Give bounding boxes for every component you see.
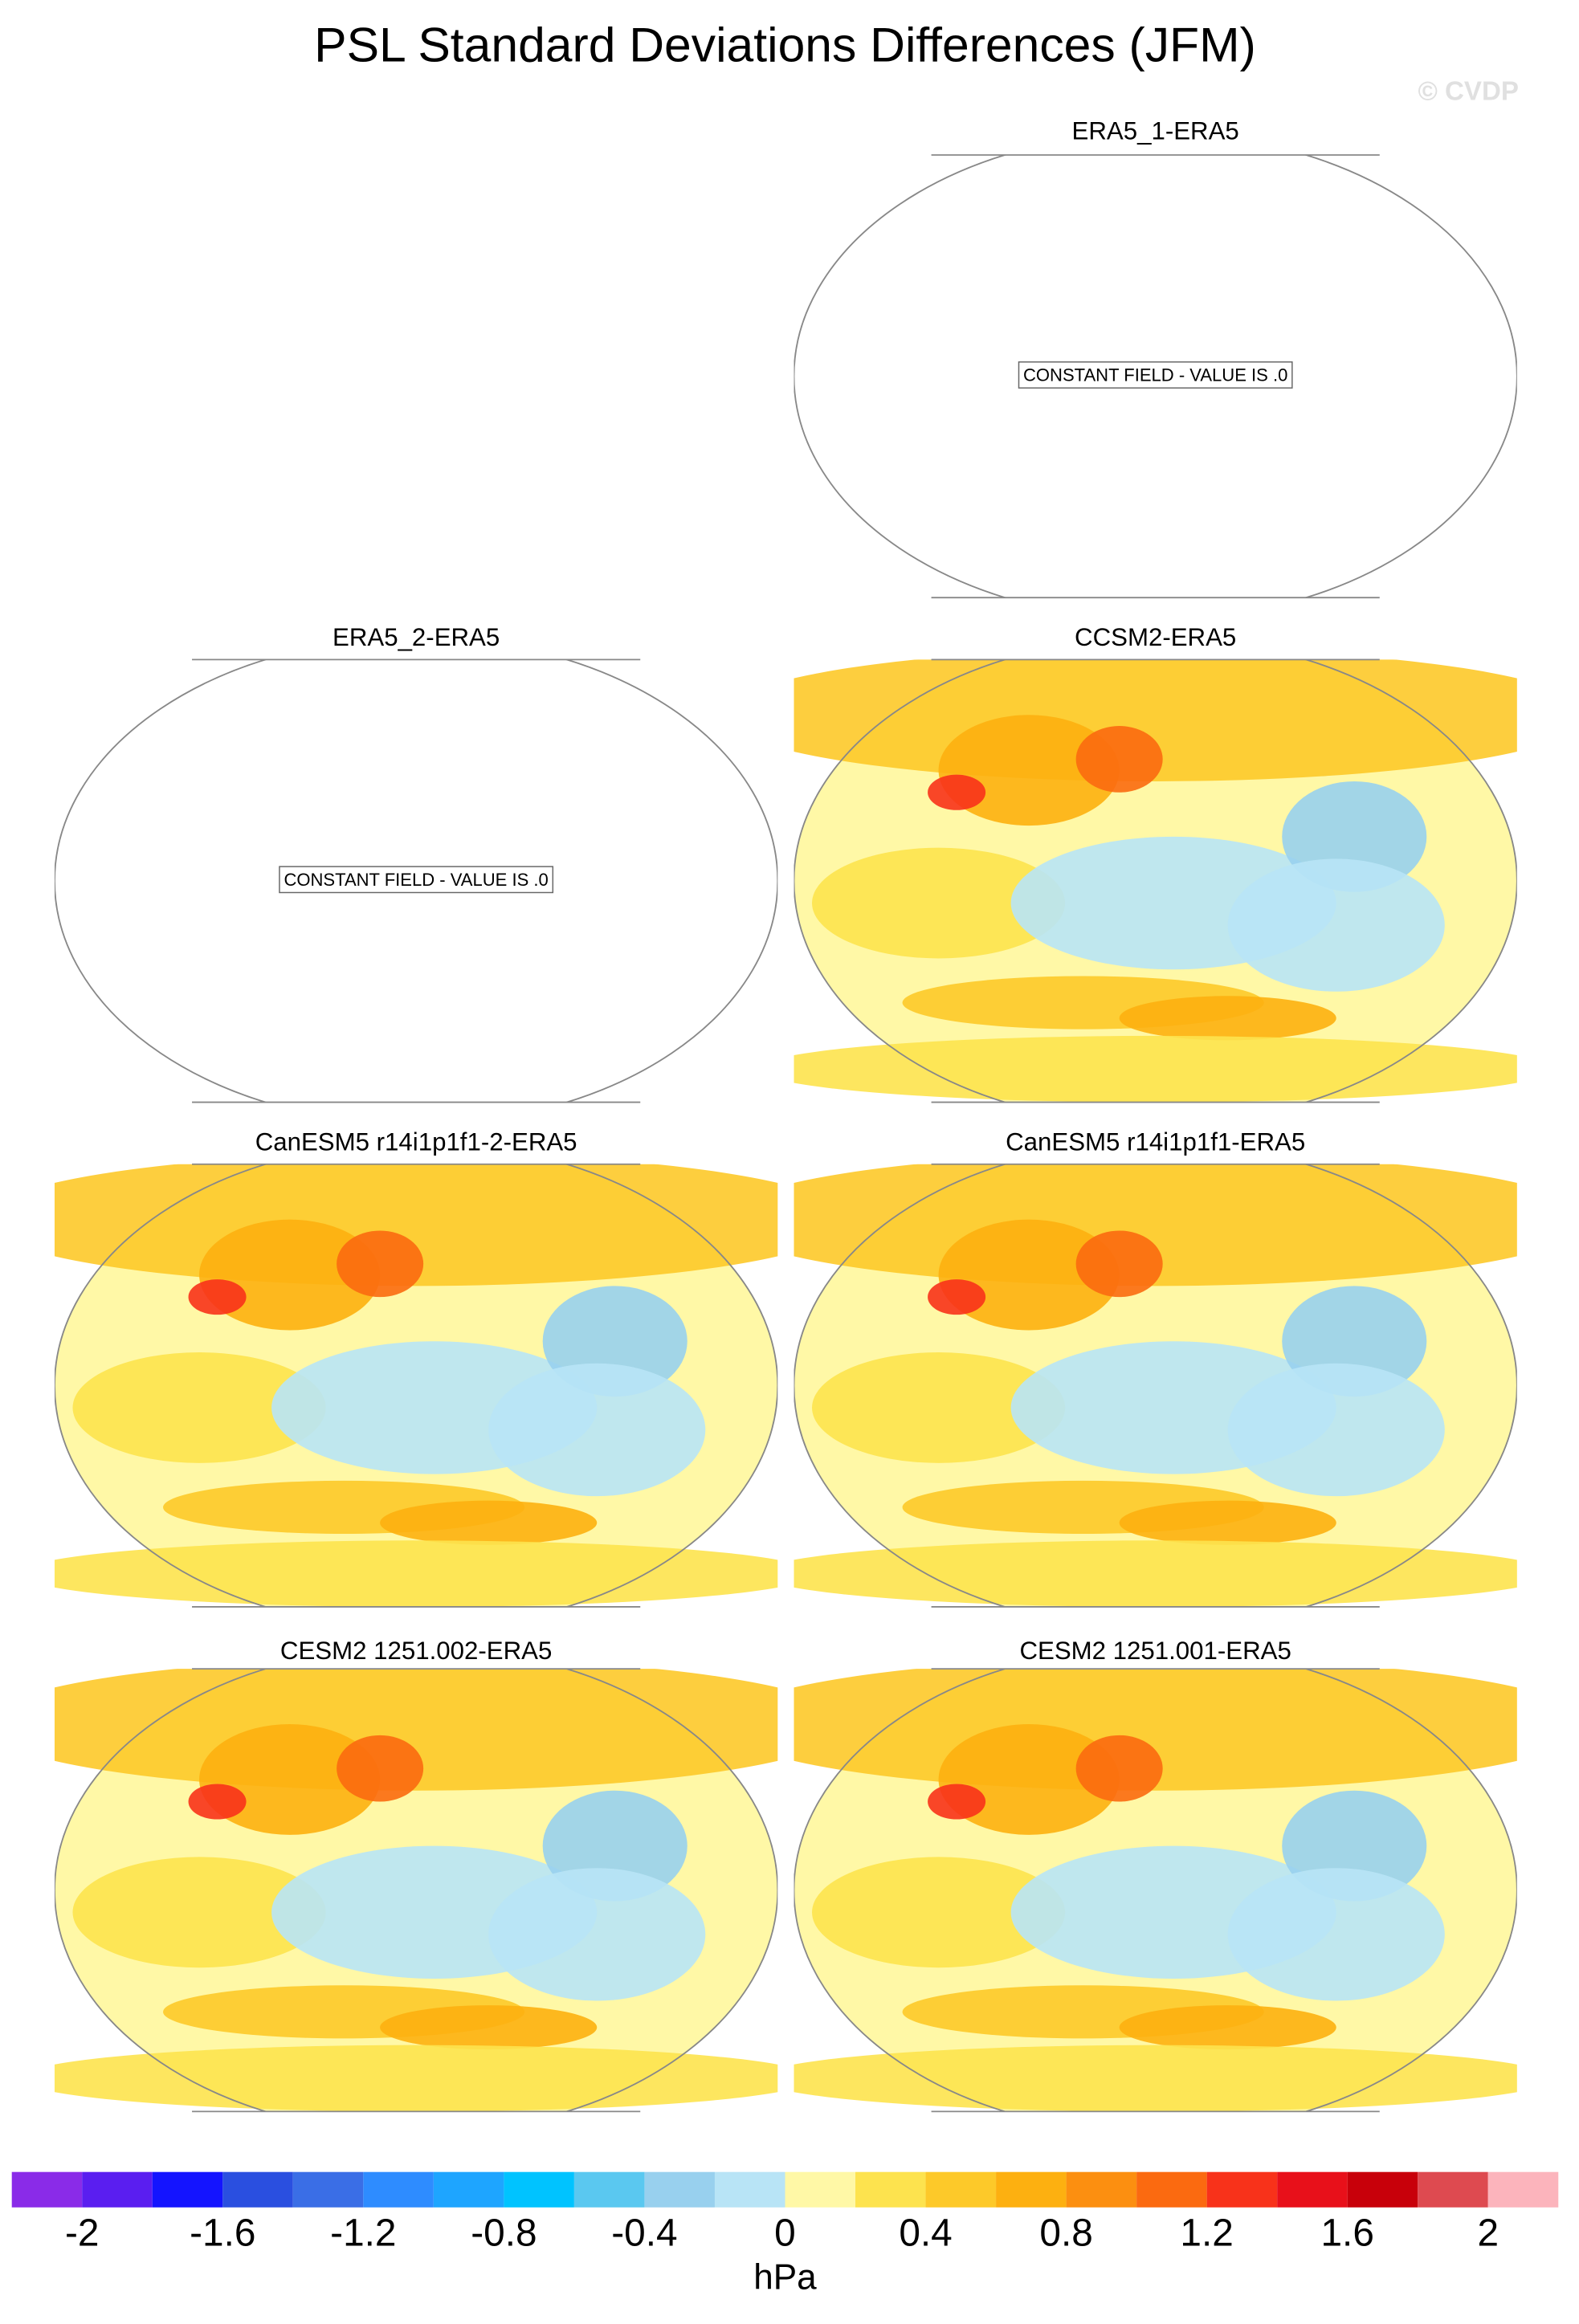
field-blob: [794, 1540, 1517, 1607]
colorbar-tick-label: 1.2: [1180, 2212, 1233, 2254]
panel-title: CCSM2-ERA5: [1075, 623, 1236, 651]
colorbar-box: [1347, 2171, 1418, 2208]
colorbar-box: [925, 2171, 997, 2208]
field-blob: [72, 1857, 326, 1968]
constant-field-note: CONSTANT FIELD - VALUE IS .0: [284, 870, 548, 890]
field-blob: [812, 847, 1066, 959]
field-blob: [794, 1035, 1517, 1103]
colorbar-box: [1487, 2171, 1559, 2208]
map-panel: [794, 1669, 1517, 2112]
colorbar-box: [1136, 2171, 1207, 2208]
field-blob: [54, 1669, 778, 1791]
field-blob: [337, 1735, 424, 1802]
colorbar-box: [573, 2171, 645, 2208]
colorbar-box: [363, 2171, 434, 2208]
colorbar-box: [82, 2171, 153, 2208]
field-blob: [1075, 1735, 1163, 1802]
panel-title: ERA5_1-ERA5: [1072, 117, 1239, 145]
field-blob: [1075, 1230, 1163, 1298]
field-blob: [1075, 726, 1163, 793]
colorbar-tick-label: 2: [1477, 2212, 1499, 2254]
note-box: [1018, 361, 1293, 389]
colorbar-tick-label: -0.8: [471, 2212, 537, 2254]
colorbar-box: [644, 2171, 715, 2208]
field-blob: [337, 1230, 424, 1298]
map-panel: [794, 659, 1517, 1103]
map-panel: [54, 1669, 778, 2112]
colorbar-box: [996, 2171, 1067, 2208]
colorbar-box: [855, 2171, 926, 2208]
colorbar-tick-label: -2: [65, 2212, 99, 2254]
colorbar-tick-label: 0: [774, 2212, 796, 2254]
colorbar-box: [11, 2171, 83, 2208]
field-blob: [72, 1352, 326, 1463]
field-blob: [188, 1279, 247, 1315]
colorbar-box: [1206, 2171, 1278, 2208]
field-blob: [812, 1857, 1066, 1968]
colorbar-box: [433, 2171, 504, 2208]
field-blob: [1227, 1363, 1445, 1497]
colorbar-box: [222, 2171, 293, 2208]
field-blob: [380, 1500, 598, 1545]
field-blob: [1119, 1500, 1336, 1545]
figure-title: PSL Standard Deviations Differences (JFM…: [314, 18, 1256, 72]
colorbar-box: [1277, 2171, 1348, 2208]
field-blob: [1119, 2005, 1336, 2050]
field-blob: [380, 2005, 598, 2050]
panel-title: CanESM5 r14i1p1f1-2-ERA5: [255, 1127, 577, 1156]
field-blob: [54, 2045, 778, 2112]
colorbar-tick-label: 0.4: [899, 2212, 952, 2254]
field-blob: [488, 1363, 706, 1497]
field-blob: [188, 1784, 247, 1820]
field-blob: [54, 1540, 778, 1607]
field-blob: [1227, 1868, 1445, 2001]
colorbar-box: [292, 2171, 364, 2208]
map-panel: [794, 1164, 1517, 1607]
watermark: © CVDP: [1418, 77, 1518, 107]
colorbar-box: [152, 2171, 223, 2208]
colorbar-tick-label: -0.4: [611, 2212, 677, 2254]
colorbar-box: [714, 2171, 785, 2208]
field-blob: [928, 1279, 986, 1315]
colorbar-tick-label: -1.2: [330, 2212, 396, 2254]
panel-title: CESM2 1251.001-ERA5: [1019, 1637, 1291, 1665]
panel-title: CESM2 1251.002-ERA5: [280, 1637, 552, 1665]
field-blob: [928, 774, 986, 810]
field-blob: [488, 1868, 706, 2001]
field-blob: [794, 2045, 1517, 2112]
colorbar-tick-label: 0.8: [1039, 2212, 1092, 2254]
panel-title: ERA5_2-ERA5: [333, 623, 500, 651]
colorbar-box: [1418, 2171, 1488, 2208]
field-blob: [1227, 858, 1445, 992]
field-blob: [1119, 996, 1336, 1041]
colorbar-label: hPa: [753, 2257, 817, 2297]
note-box: [279, 866, 554, 894]
constant-field-note: CONSTANT FIELD - VALUE IS .0: [1023, 365, 1287, 385]
colorbar-tick-label: -1.6: [190, 2212, 255, 2254]
field-blob: [928, 1784, 986, 1820]
colorbar-box: [1066, 2171, 1137, 2208]
field-blob: [54, 1164, 778, 1286]
colorbar-tick-label: 1.6: [1320, 2212, 1373, 2254]
colorbar-box: [504, 2171, 574, 2208]
panel-title: CanESM5 r14i1p1f1-ERA5: [1006, 1127, 1305, 1156]
field-blob: [812, 1352, 1066, 1463]
map-panel: [54, 1164, 778, 1607]
colorbar-box: [785, 2171, 856, 2208]
